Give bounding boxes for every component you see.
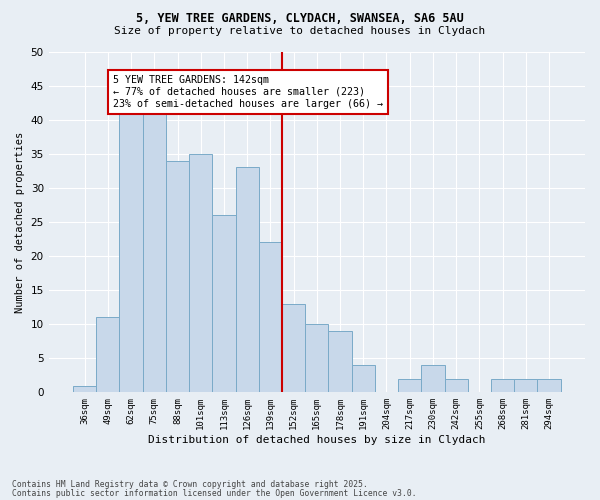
Bar bbox=[96, 318, 119, 392]
Bar bbox=[259, 242, 282, 392]
Bar bbox=[421, 365, 445, 392]
Bar bbox=[143, 113, 166, 392]
Bar bbox=[514, 378, 538, 392]
Bar bbox=[352, 365, 375, 392]
X-axis label: Distribution of detached houses by size in Clydach: Distribution of detached houses by size … bbox=[148, 435, 485, 445]
Bar bbox=[73, 386, 96, 392]
Bar bbox=[236, 168, 259, 392]
Text: Contains HM Land Registry data © Crown copyright and database right 2025.: Contains HM Land Registry data © Crown c… bbox=[12, 480, 368, 489]
Bar bbox=[189, 154, 212, 392]
Text: Size of property relative to detached houses in Clydach: Size of property relative to detached ho… bbox=[115, 26, 485, 36]
Bar bbox=[328, 331, 352, 392]
Y-axis label: Number of detached properties: Number of detached properties bbox=[15, 132, 25, 312]
Bar bbox=[491, 378, 514, 392]
Text: Contains public sector information licensed under the Open Government Licence v3: Contains public sector information licen… bbox=[12, 489, 416, 498]
Bar bbox=[445, 378, 468, 392]
Bar bbox=[119, 113, 143, 392]
Bar bbox=[282, 304, 305, 392]
Bar bbox=[398, 378, 421, 392]
Bar bbox=[305, 324, 328, 392]
Text: 5 YEW TREE GARDENS: 142sqm
← 77% of detached houses are smaller (223)
23% of sem: 5 YEW TREE GARDENS: 142sqm ← 77% of deta… bbox=[113, 76, 383, 108]
Bar bbox=[166, 160, 189, 392]
Bar bbox=[538, 378, 560, 392]
Text: 5, YEW TREE GARDENS, CLYDACH, SWANSEA, SA6 5AU: 5, YEW TREE GARDENS, CLYDACH, SWANSEA, S… bbox=[136, 12, 464, 26]
Bar bbox=[212, 215, 236, 392]
